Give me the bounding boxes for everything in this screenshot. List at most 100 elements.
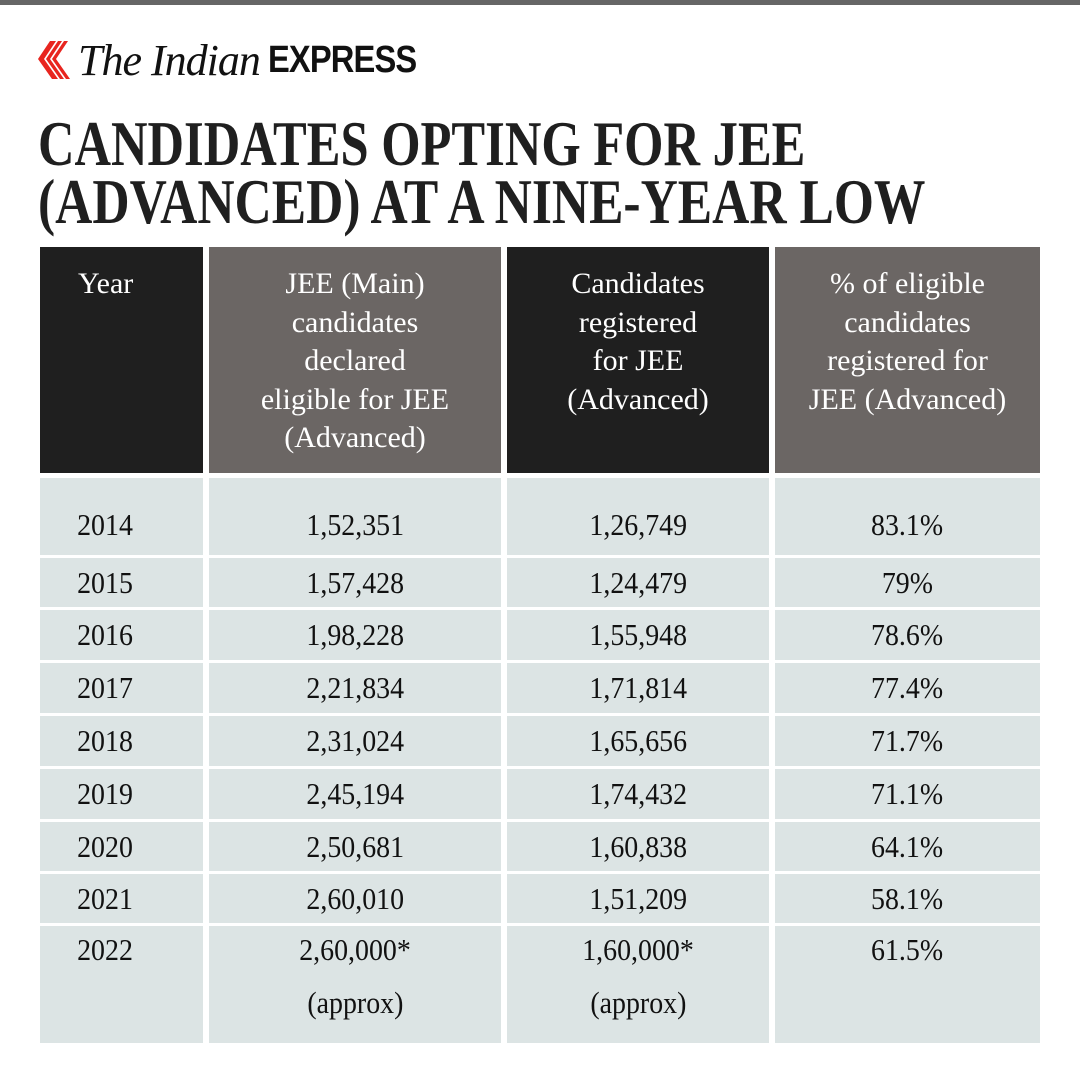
header-cell: % of eligible candidates registered for JEE… bbox=[775, 247, 1040, 473]
header-text-line: for JEE bbox=[592, 344, 684, 377]
value-cell: 58.1% bbox=[775, 874, 1040, 923]
cell-line: 2016 bbox=[40, 617, 203, 653]
value-cell: 79% bbox=[775, 558, 1040, 607]
header-text-line: % of eligible bbox=[830, 267, 985, 300]
header-text-line: Year bbox=[78, 267, 134, 300]
cell-line: 2018 bbox=[40, 723, 203, 759]
value-cell: 1,98,228 bbox=[209, 610, 501, 660]
cell-line: 1,60,838 bbox=[507, 829, 769, 865]
header-text-line: candidates bbox=[844, 305, 971, 339]
year-cell: 2015 bbox=[40, 558, 203, 607]
header-text-line: JEE (Advanced) bbox=[808, 382, 1007, 416]
value-cell: 2,45,194 bbox=[209, 769, 501, 819]
brand-name-bold: EXPRESS bbox=[267, 38, 417, 81]
header-text-line: Candidates bbox=[571, 267, 705, 300]
cell-line: 1,60,000* bbox=[507, 932, 769, 968]
year-cell: 2017 bbox=[40, 663, 203, 713]
cell-line: 2,50,681 bbox=[209, 829, 501, 865]
cell-line: 2021 bbox=[40, 881, 203, 917]
cell-value: 2,50,681 bbox=[306, 828, 404, 864]
value-cell: 64.1% bbox=[775, 822, 1040, 871]
cell-line: 1,65,656 bbox=[507, 723, 769, 759]
cell-line: 2022 bbox=[40, 932, 203, 968]
header-cell: Candidates registered for JEE (Advanced) bbox=[507, 247, 769, 473]
cell-line: 61.5% bbox=[775, 932, 1040, 968]
value-cell: 1,60,000* (approx) bbox=[507, 926, 769, 1043]
cell-value: 77.4% bbox=[871, 670, 944, 705]
headline-line-2: (ADVANCED) AT A NINE-YEAR LOW bbox=[38, 166, 926, 237]
header-cell: Year bbox=[40, 247, 203, 473]
value-cell: 2,60,000* (approx) bbox=[209, 926, 501, 1043]
cell-value: 2,31,024 bbox=[306, 723, 404, 758]
value-cell: 1,52,351 bbox=[209, 478, 501, 555]
cell-value: 1,57,428 bbox=[306, 564, 404, 600]
value-cell: 1,60,838 bbox=[507, 822, 769, 871]
cell-line: 1,55,948 bbox=[507, 617, 769, 653]
year-cell: 2018 bbox=[40, 716, 203, 766]
cell-line: 2,31,024 bbox=[209, 723, 501, 759]
value-cell: 1,74,432 bbox=[507, 769, 769, 819]
header-text-line: declared bbox=[304, 344, 406, 377]
value-cell: 1,65,656 bbox=[507, 716, 769, 766]
cell-value: 2,21,834 bbox=[306, 670, 404, 705]
cell-line: 2,21,834 bbox=[209, 670, 501, 706]
cell-note: (approx) bbox=[507, 985, 769, 1021]
year-cell: 2016 bbox=[40, 610, 203, 660]
cell-line: 2020 bbox=[40, 829, 203, 865]
cell-line: 1,71,814 bbox=[507, 670, 769, 706]
cell-value: 2019 bbox=[77, 776, 133, 811]
cell-line: 64.1% bbox=[775, 829, 1040, 865]
cell-line: 1,51,209 bbox=[507, 881, 769, 917]
year-cell: 2019 bbox=[40, 769, 203, 819]
header-text-line: (Advanced) bbox=[567, 382, 709, 416]
value-cell: 83.1% bbox=[775, 478, 1040, 555]
value-cell: 2,31,024 bbox=[209, 716, 501, 766]
cell-line: 58.1% bbox=[775, 881, 1040, 917]
cell-value: 2022 bbox=[77, 932, 133, 967]
approx-note: (approx) bbox=[306, 985, 404, 1020]
cell-line: 2,60,010 bbox=[209, 881, 501, 917]
cell-value: 2,45,194 bbox=[306, 776, 404, 811]
cell-value: 83.1% bbox=[871, 507, 944, 542]
cell-value: 2014 bbox=[77, 507, 133, 542]
top-bar bbox=[0, 0, 1080, 5]
cell-value: 79% bbox=[881, 564, 934, 600]
cell-line: 1,74,432 bbox=[507, 776, 769, 812]
cell-line: 83.1% bbox=[775, 507, 1040, 543]
value-cell: 77.4% bbox=[775, 663, 1040, 713]
header-text-line: JEE (Main) bbox=[285, 267, 425, 300]
value-cell: 1,24,479 bbox=[507, 558, 769, 607]
cell-line: 1,26,749 bbox=[507, 507, 769, 543]
value-cell: 71.1% bbox=[775, 769, 1040, 819]
value-cell: 2,21,834 bbox=[209, 663, 501, 713]
cell-value: 2016 bbox=[77, 617, 133, 652]
cell-value: 2020 bbox=[77, 828, 133, 864]
year-cell: 2021 bbox=[40, 874, 203, 923]
cell-value: 64.1% bbox=[871, 828, 944, 864]
cell-line: 2019 bbox=[40, 776, 203, 812]
cell-value: 1,26,749 bbox=[589, 507, 687, 542]
approx-note: (approx) bbox=[589, 985, 687, 1020]
cell-value: 1,65,656 bbox=[589, 723, 687, 758]
cell-value: 1,71,814 bbox=[589, 670, 687, 705]
cell-value: 2,60,000* bbox=[299, 932, 411, 967]
header-cell: JEE (Main) candidates declared eligible for… bbox=[209, 247, 501, 473]
cell-value: 58.1% bbox=[871, 880, 944, 916]
cell-line: 2015 bbox=[40, 565, 203, 601]
cell-value: 2015 bbox=[77, 564, 133, 600]
header-text-line: eligible for JEE bbox=[260, 382, 450, 416]
cell-line: 2,60,000* bbox=[209, 932, 501, 968]
cell-line: 2017 bbox=[40, 670, 203, 706]
cell-line: 71.7% bbox=[775, 723, 1040, 759]
cell-value: 1,24,479 bbox=[589, 564, 687, 600]
headline-line-1: CANDIDATES OPTING FOR JEE bbox=[38, 108, 806, 179]
cell-line: 2,45,194 bbox=[209, 776, 501, 812]
header-text-line: candidates bbox=[291, 305, 419, 339]
cell-line: 77.4% bbox=[775, 670, 1040, 706]
cell-line: 1,98,228 bbox=[209, 617, 501, 653]
cell-value: 2021 bbox=[77, 880, 133, 916]
cell-line: 78.6% bbox=[775, 617, 1040, 653]
indian-express-logo-icon bbox=[38, 41, 70, 79]
cell-value: 1,98,228 bbox=[306, 617, 404, 652]
cell-value: 1,60,838 bbox=[589, 828, 687, 864]
